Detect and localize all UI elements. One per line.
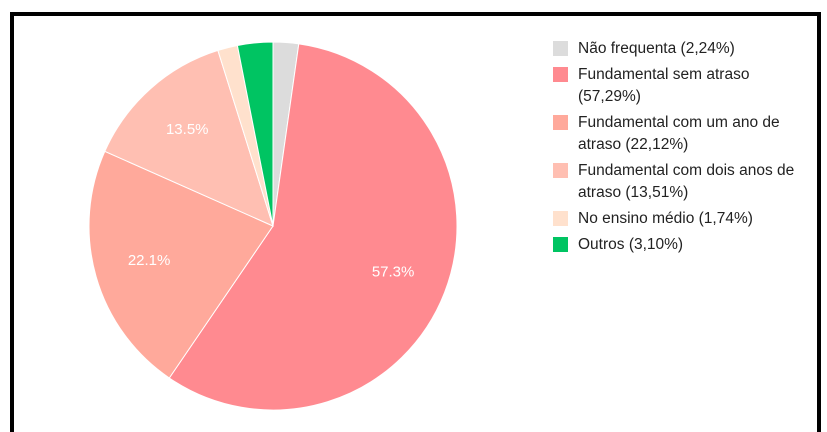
legend-label: Fundamental com dois anos de atraso (13,… [578, 162, 795, 201]
legend-item: Fundamental sem atraso (57,29%) [553, 64, 815, 108]
legend: Não frequenta (2,24%) Fundamental sem atr… [553, 38, 815, 260]
legend-item: Outros (3,10%) [553, 234, 815, 256]
pie-slice [168, 43, 458, 411]
legend-item: Fundamental com dois anos de atraso (13,… [553, 160, 815, 204]
frame [10, 12, 821, 432]
pie-slice [88, 150, 274, 379]
legend-swatch [553, 237, 568, 252]
legend-swatch [553, 67, 568, 82]
legend-label: Fundamental sem atraso (57,29%) [578, 66, 750, 105]
legend-label: Outros (3,10%) [578, 236, 684, 253]
legend-swatch [553, 163, 568, 178]
legend-label: Não frequenta (2,24%) [578, 40, 735, 57]
legend-label: Fundamental com um ano de atraso (22,12%… [578, 114, 780, 153]
slice-label: 13.5% [166, 121, 209, 138]
slice-label: 57.3% [372, 264, 415, 281]
legend-item: No ensino médio (1,74%) [553, 208, 815, 230]
legend-swatch [553, 211, 568, 226]
legend-swatch [553, 41, 568, 56]
pie-slice [236, 41, 274, 227]
slice-label: 22.1% [128, 252, 171, 269]
pie-slice [104, 49, 274, 227]
legend-item: Fundamental com um ano de atraso (22,12%… [553, 112, 815, 156]
legend-item: Não frequenta (2,24%) [553, 38, 815, 60]
legend-swatch [553, 115, 568, 130]
legend-label: No ensino médio (1,74%) [578, 210, 753, 227]
